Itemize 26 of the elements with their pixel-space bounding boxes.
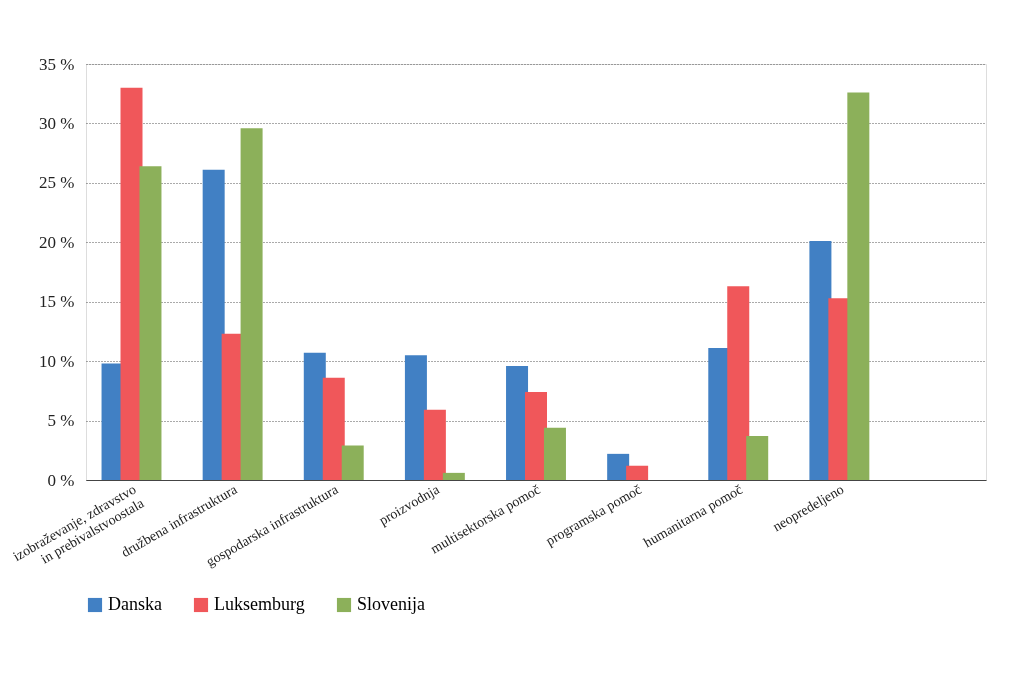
y-tick-label: 15 % (39, 292, 75, 312)
bar (746, 436, 769, 480)
bar (607, 453, 630, 480)
y-tick-label: 30 % (39, 113, 75, 133)
bar (727, 286, 750, 480)
bar (240, 128, 263, 480)
y-tick-label: 10 % (39, 351, 75, 371)
y-tick-label: 25 % (39, 173, 75, 193)
bar (626, 465, 649, 480)
bar (543, 427, 566, 480)
bar (202, 169, 225, 480)
bar (341, 445, 364, 480)
bar (847, 92, 870, 480)
y-tick-label: 0 % (47, 470, 75, 490)
bar (322, 377, 345, 480)
bar (139, 166, 162, 480)
bar (525, 392, 547, 480)
y-tick-label: 20 % (39, 232, 75, 252)
legend-label: Danska (108, 594, 162, 614)
legend-label: Luksemburg (214, 594, 305, 614)
y-tick-label: 35 % (39, 54, 75, 74)
bar (423, 409, 446, 480)
bar (442, 472, 465, 480)
bar (404, 355, 427, 480)
y-tick-label: 5 % (47, 411, 75, 431)
legend-label: Slovenija (357, 594, 425, 614)
